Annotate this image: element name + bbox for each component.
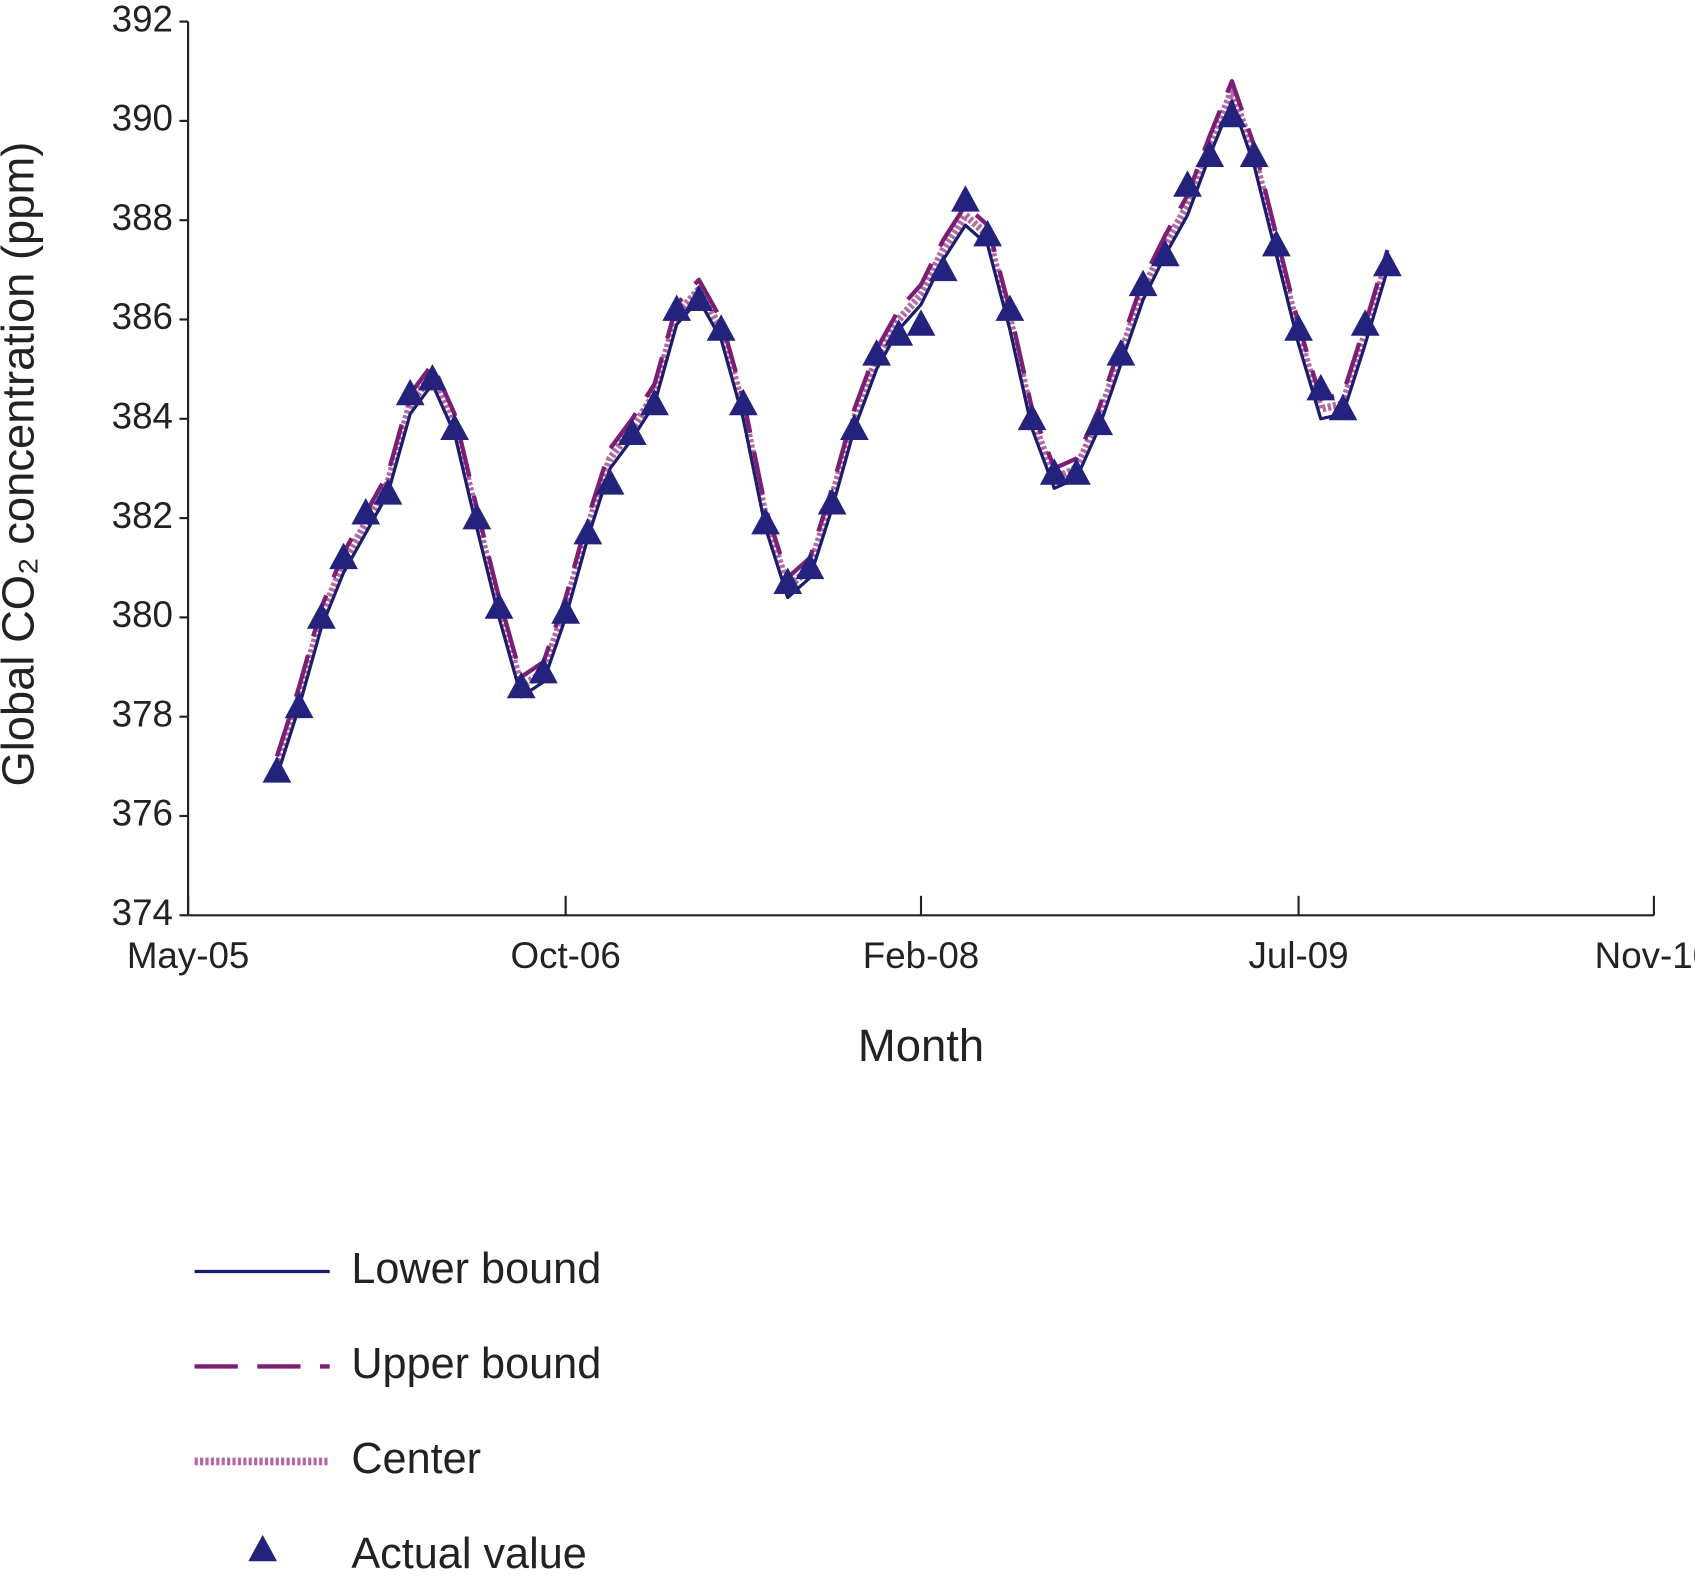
data-point: [1128, 269, 1158, 297]
data-point: [440, 413, 469, 441]
data-point: [573, 517, 603, 545]
data-point: [284, 691, 314, 719]
data-point: [1039, 458, 1069, 485]
data-point: [640, 388, 669, 416]
data-point: [773, 567, 803, 594]
data-point: [662, 294, 692, 321]
y-tick-label: 390: [112, 98, 173, 139]
y-tick-label: 374: [112, 892, 173, 933]
y-tick-label: 392: [112, 0, 173, 39]
data-point: [595, 468, 625, 495]
y-tick-label: 386: [112, 296, 173, 337]
y-tick-label: 380: [112, 594, 173, 635]
data-point: [506, 671, 536, 699]
series-line: [273, 87, 1392, 768]
y-tick-label: 378: [112, 693, 173, 734]
legend-label: Actual value: [351, 1530, 586, 1578]
data-point: [1373, 249, 1402, 277]
data-point: [529, 656, 558, 684]
y-tick-label: 382: [112, 495, 173, 536]
data-point: [1173, 170, 1202, 197]
data-point: [706, 314, 736, 341]
data-point: [951, 185, 980, 212]
data-point: [329, 542, 358, 570]
data-point: [840, 413, 869, 441]
data-point: [1106, 339, 1136, 366]
x-tick-label: Feb-08: [863, 935, 979, 976]
data-point: [1306, 373, 1336, 401]
legend-label: Lower bound: [351, 1245, 601, 1293]
data-point: [1284, 314, 1313, 341]
data-point: [373, 478, 403, 505]
y-tick-label: 388: [112, 197, 173, 238]
data-point: [728, 388, 758, 416]
legend-symbol: [248, 1534, 278, 1562]
x-axis-title: Month: [858, 1020, 984, 1071]
data-point: [862, 339, 891, 366]
data-point: [1350, 309, 1380, 336]
data-point: [1239, 140, 1269, 167]
data-point: [418, 363, 447, 391]
data-point: [817, 488, 847, 515]
data-point: [884, 319, 914, 346]
data-point: [1195, 140, 1225, 167]
data-point: [617, 418, 647, 446]
data-point: [1261, 229, 1291, 257]
data-point: [306, 602, 336, 629]
data-point: [462, 502, 492, 530]
y-tick-label: 384: [112, 396, 173, 437]
data-point: [906, 309, 936, 336]
data-point: [973, 219, 1003, 247]
y-axis-title: Global CO₂ concentration (ppm): [0, 142, 44, 787]
data-point: [484, 592, 514, 619]
data-point: [751, 507, 780, 535]
data-point: [1062, 458, 1091, 485]
data-point: [1328, 393, 1358, 421]
data-point: [684, 284, 714, 311]
x-tick-label: May-05: [127, 935, 250, 976]
data-point: [262, 756, 292, 783]
data-point: [1084, 408, 1114, 436]
data-point: [928, 254, 958, 282]
data-point: [795, 552, 825, 580]
y-tick-label: 376: [112, 793, 173, 834]
data-point: [995, 294, 1025, 321]
legend-label: Center: [351, 1435, 481, 1483]
series-line: [274, 79, 1390, 758]
data-point: [1217, 100, 1247, 128]
data-point: [395, 378, 425, 406]
x-tick-label: Jul-09: [1249, 935, 1349, 976]
data-point: [551, 597, 581, 624]
data-point: [1017, 403, 1047, 431]
data-point: [1150, 239, 1180, 267]
x-tick-label: Nov-10: [1595, 935, 1695, 976]
data-point: [351, 498, 381, 525]
legend-label: Upper bound: [351, 1340, 601, 1388]
x-tick-label: Oct-06: [511, 935, 621, 976]
